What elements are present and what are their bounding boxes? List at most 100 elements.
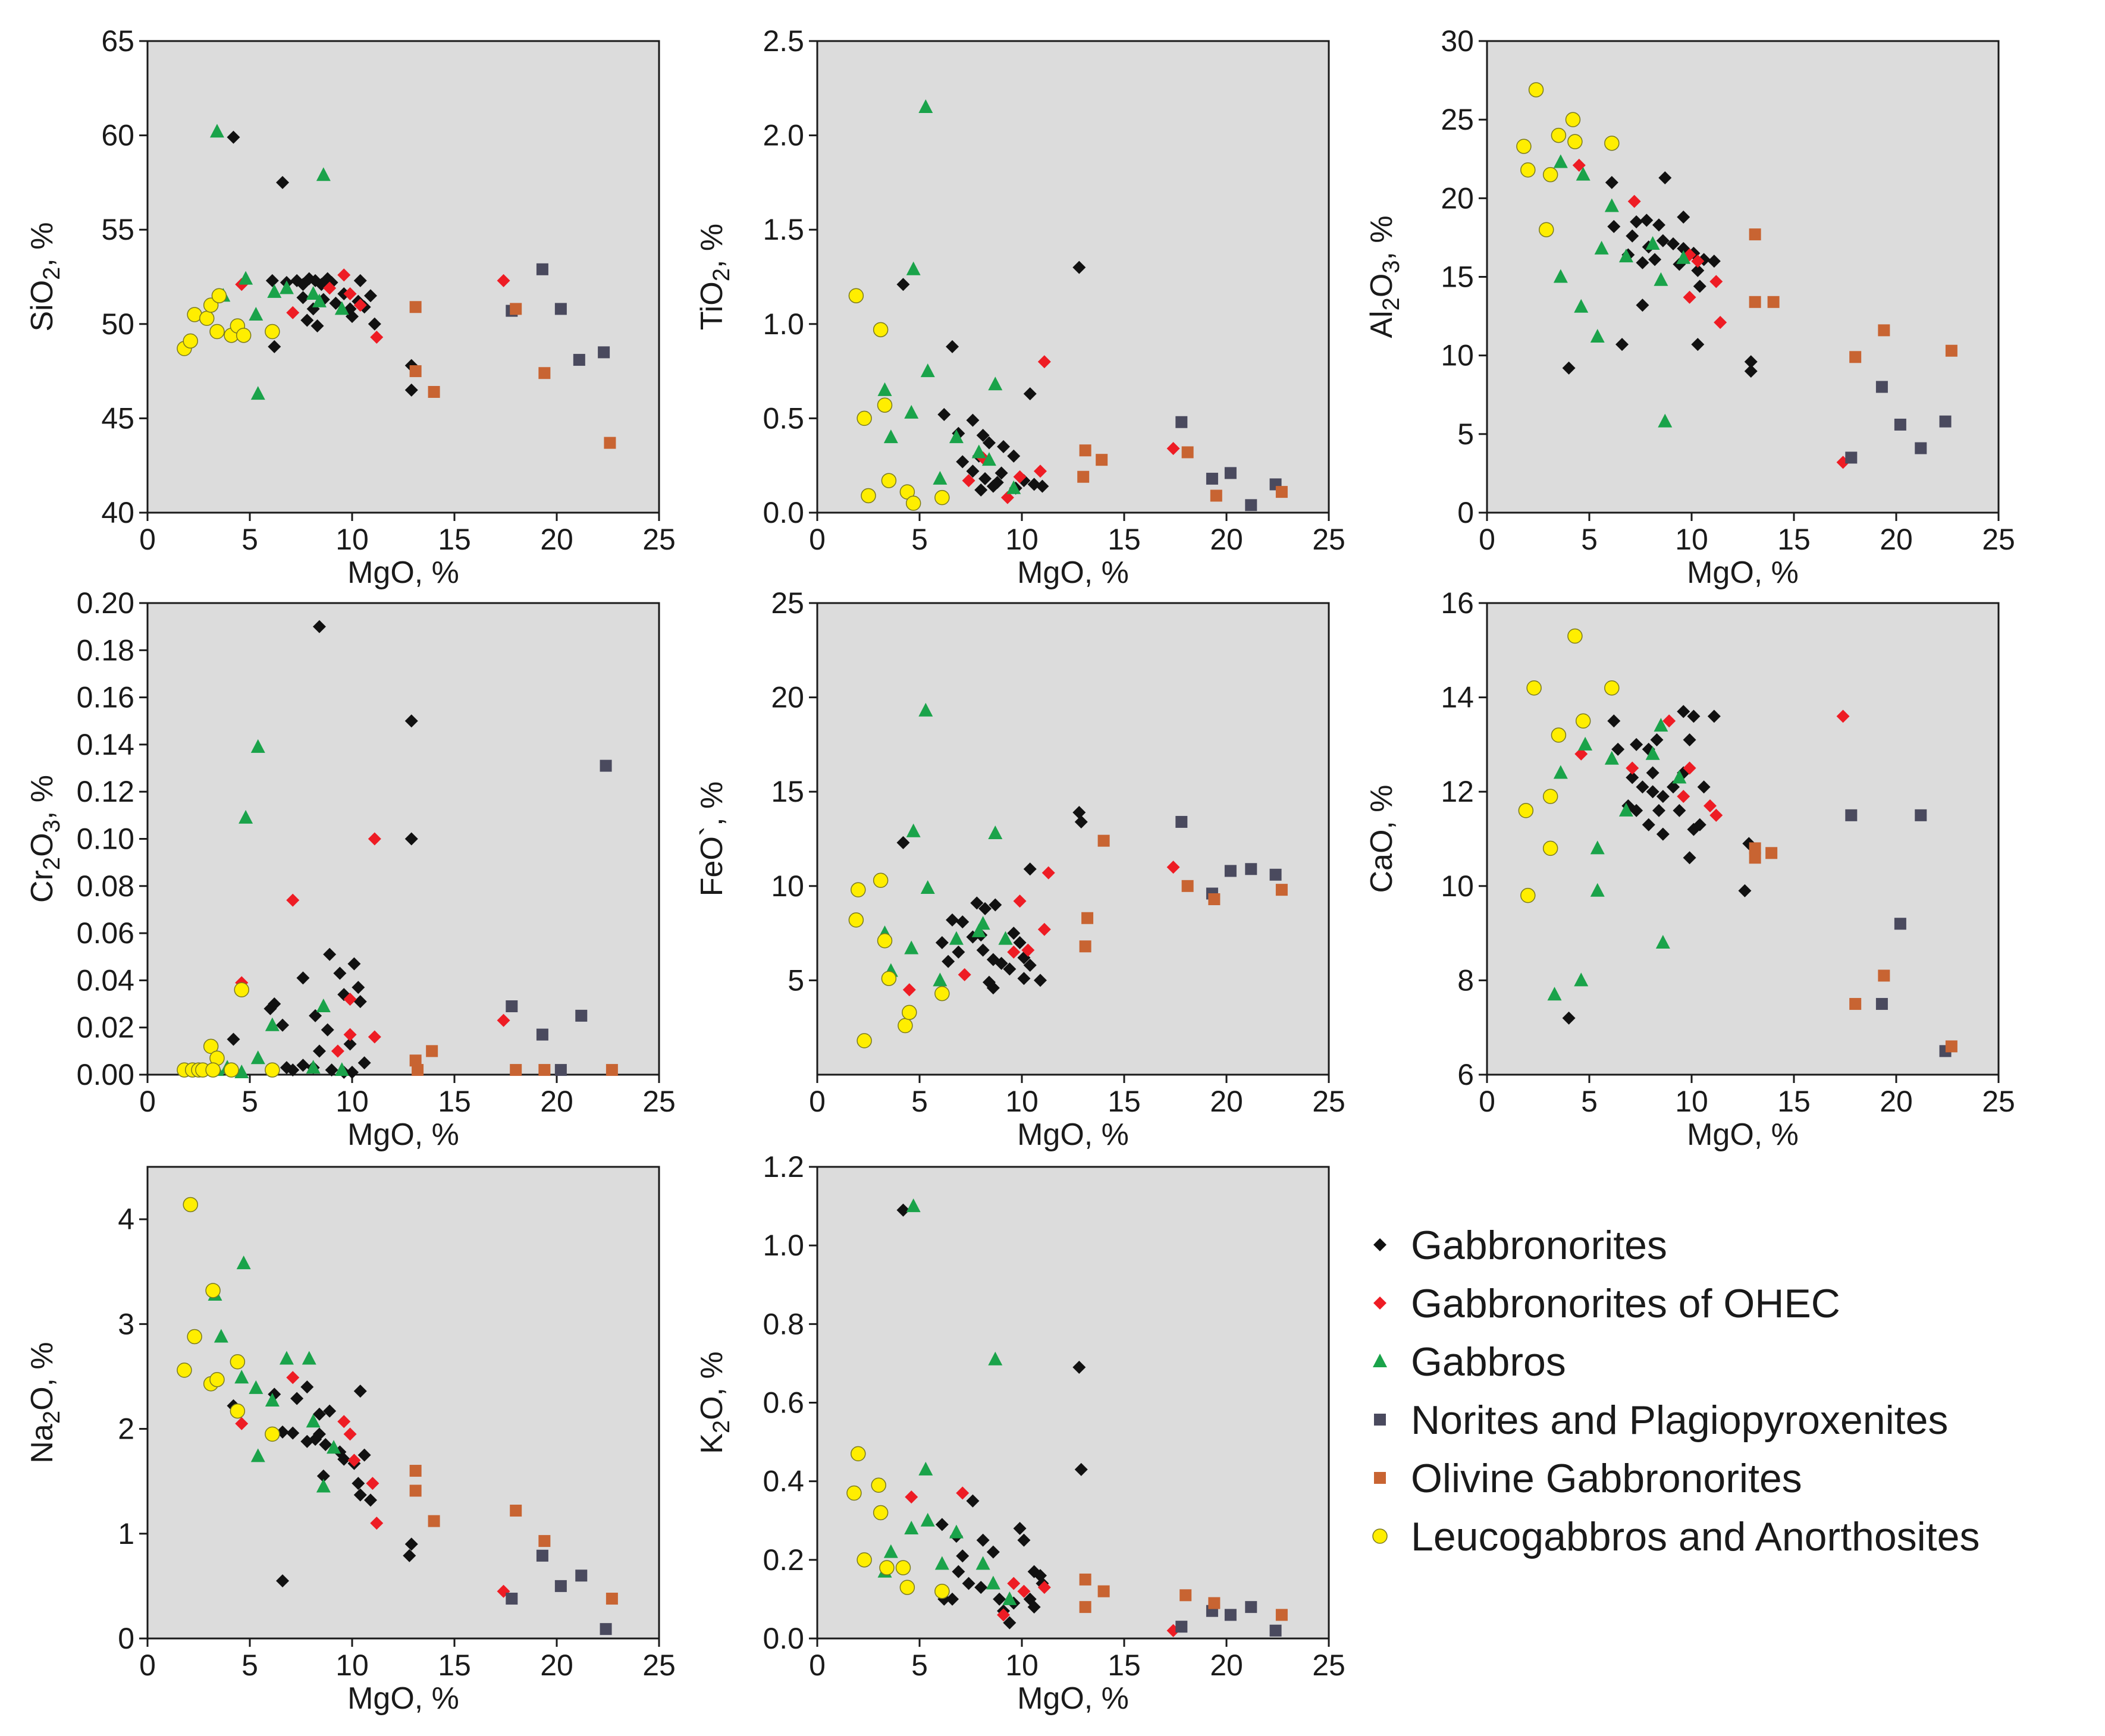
point-gabbronorites xyxy=(1023,387,1037,401)
point-gabbros xyxy=(949,1524,964,1539)
series-gabbronorites xyxy=(1562,705,1756,1025)
point-gabbronorites xyxy=(286,1063,300,1077)
point-ohec xyxy=(366,1477,379,1490)
point-gabbronorites xyxy=(276,1018,290,1032)
point-gabbros xyxy=(1658,413,1673,428)
point-norites xyxy=(1175,1621,1188,1633)
point-ohec xyxy=(331,1044,344,1058)
series-leuco xyxy=(848,872,950,1048)
point-leuco xyxy=(1604,680,1620,696)
point-gabbros xyxy=(949,931,964,945)
point-leuco xyxy=(902,1004,917,1021)
point-gabbros xyxy=(236,1255,251,1270)
point-gabbronorites xyxy=(1646,766,1659,780)
point-olivine xyxy=(510,1505,522,1517)
series-olivine xyxy=(1079,834,1288,953)
point-gabbros xyxy=(981,452,996,466)
point-olivine xyxy=(1275,884,1288,896)
x-tick-label: 25 xyxy=(1982,1085,2015,1118)
point-ohec xyxy=(1166,861,1180,874)
point-olivine xyxy=(1079,1601,1091,1613)
point-leuco xyxy=(848,912,864,928)
point-gabbros xyxy=(250,739,265,753)
point-gabbronorites xyxy=(1656,234,1670,247)
point-gabbronorites xyxy=(1074,1462,1088,1476)
point-gabbros xyxy=(316,167,331,181)
point-leuco xyxy=(1567,628,1583,644)
point-olivine xyxy=(1181,880,1194,892)
y-tick-label: 25 xyxy=(771,586,804,620)
point-leuco xyxy=(857,1552,872,1568)
point-olivine xyxy=(1079,444,1091,457)
point-ohec xyxy=(1627,194,1641,208)
point-norites xyxy=(1206,472,1218,485)
y-tick-label: 0.10 xyxy=(77,823,134,856)
point-olivine xyxy=(1945,344,1957,357)
x-axis-label: MgO, % xyxy=(347,1117,459,1152)
series-leuco xyxy=(177,1197,280,1442)
legend-item-leuco: Leucogabbros and Anorthosites xyxy=(1372,1514,1979,1559)
x-tick-label: 15 xyxy=(438,523,471,556)
point-gabbronorites xyxy=(227,130,240,144)
point-gabbronorites xyxy=(363,289,377,303)
point-gabbronorites xyxy=(296,1059,310,1072)
y-tick-label: 0.8 xyxy=(763,1307,804,1341)
x-tick-label: 0 xyxy=(809,1085,826,1118)
point-leuco xyxy=(183,1197,198,1213)
x-tick-label: 15 xyxy=(1777,1085,1811,1118)
y-tick-label: 0.0 xyxy=(763,1622,804,1655)
point-gabbros xyxy=(988,825,1003,839)
point-gabbros xyxy=(1006,480,1021,494)
point-ohec xyxy=(1000,491,1014,504)
point-olivine xyxy=(426,1045,438,1057)
point-norites xyxy=(1175,416,1188,428)
point-ohec xyxy=(343,993,357,1006)
point-gabbronorites xyxy=(1562,1011,1576,1025)
point-ohec xyxy=(902,983,916,997)
series-ohec xyxy=(235,832,510,1058)
point-leuco xyxy=(1520,162,1536,178)
series-ohec xyxy=(1574,710,1850,822)
point-gabbros xyxy=(1594,240,1609,255)
point-gabbronorites xyxy=(986,981,1000,995)
point-gabbronorites xyxy=(1036,479,1049,493)
point-leuco xyxy=(877,397,893,413)
point-ohec xyxy=(1572,158,1586,172)
point-gabbros xyxy=(214,1329,228,1343)
y-tick-label: 2.5 xyxy=(763,24,804,58)
point-gabbronorites xyxy=(974,483,988,497)
point-gabbronorites xyxy=(1744,365,1758,378)
y-tick-label: 1.0 xyxy=(763,307,804,341)
y-tick-label: 40 xyxy=(101,496,134,529)
point-gabbronorites xyxy=(1611,742,1625,756)
point-ohec xyxy=(370,1517,384,1530)
point-gabbronorites xyxy=(986,1545,1000,1559)
point-gabbros xyxy=(949,429,964,444)
point-gabbros xyxy=(971,444,986,459)
point-ohec xyxy=(1037,355,1051,369)
point-olivine xyxy=(409,365,422,378)
point-gabbronorites xyxy=(368,317,381,331)
point-gabbros xyxy=(975,1556,990,1570)
x-axis-label: MgO, % xyxy=(1687,1117,1799,1152)
point-leuco xyxy=(187,1329,202,1345)
point-ohec xyxy=(343,287,357,301)
series-norites xyxy=(1175,416,1282,511)
point-leuco xyxy=(1526,680,1542,696)
series-leuco xyxy=(848,288,950,511)
point-gabbronorites xyxy=(268,340,281,353)
point-ohec xyxy=(1017,1584,1031,1598)
point-olivine xyxy=(538,1064,551,1076)
series-norites xyxy=(1845,381,1952,464)
point-gabbros xyxy=(302,1351,316,1365)
x-tick-label: 20 xyxy=(1880,1085,1913,1118)
point-ohec xyxy=(1683,761,1696,775)
point-gabbros xyxy=(316,999,331,1013)
y-tick-label: 0.4 xyxy=(763,1465,804,1498)
x-axis-label: MgO, % xyxy=(1687,555,1799,590)
point-gabbronorites xyxy=(353,1385,367,1398)
series-gabbronorites xyxy=(1562,171,1758,378)
point-gabbronorites xyxy=(962,1577,975,1590)
x-tick-label: 15 xyxy=(1108,1085,1141,1118)
x-tick-label: 10 xyxy=(1675,1085,1708,1118)
